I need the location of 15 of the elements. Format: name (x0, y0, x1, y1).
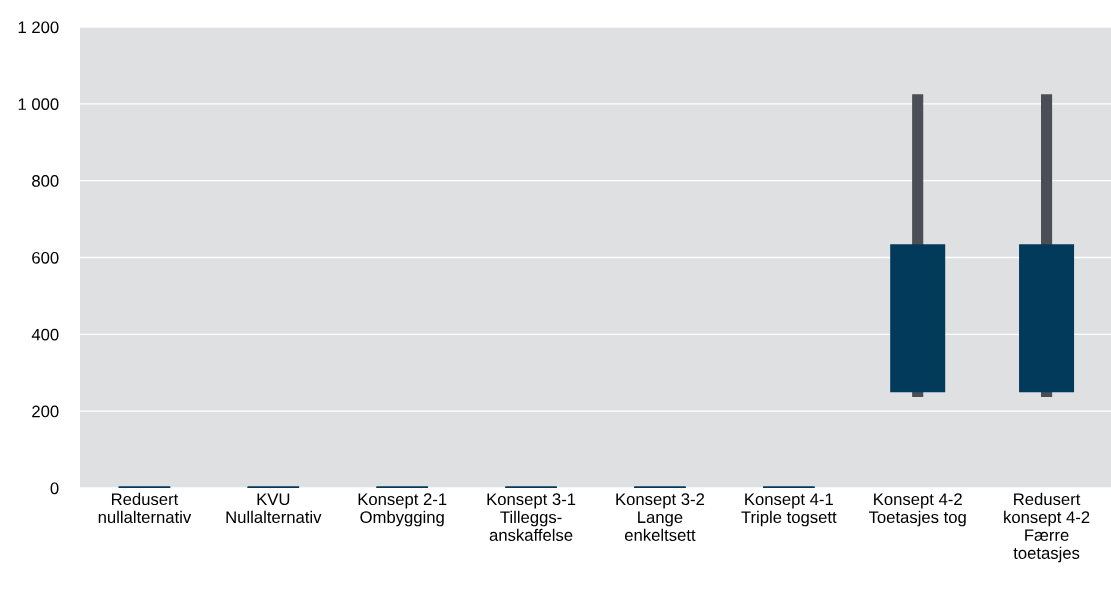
y-tick-label: 400 (31, 328, 59, 341)
y-tick-label: 1 000 (18, 98, 59, 111)
x-tick-label: Konsept 3-2 Lange enkeltsett (616, 493, 705, 542)
x-tick-label: Konsept 4-1 Triple togsett (741, 493, 837, 527)
x-tick-label: Konsept 2-1 Ombygging (358, 493, 447, 527)
y-tick-label: 600 (32, 251, 59, 264)
x-tick-label: Redusert nullalternativ (98, 492, 192, 524)
x-tick-label: Redusert konsept 4-2 Færre toetasjes (1004, 492, 1090, 563)
y-tick-label: 800 (32, 175, 59, 187)
x-tick-label: Konsept 4-2 Toetasjes tog (868, 493, 966, 527)
x-tick-label: Konsept 3-1 Tilleggs- anskaffelse (487, 493, 576, 542)
y-tick-label: 1 200 (18, 21, 59, 34)
y-tick-label: 0 (50, 482, 59, 495)
y-tick-label: 200 (32, 405, 59, 418)
x-tick-label: KVU Nullalternativ (226, 493, 322, 524)
